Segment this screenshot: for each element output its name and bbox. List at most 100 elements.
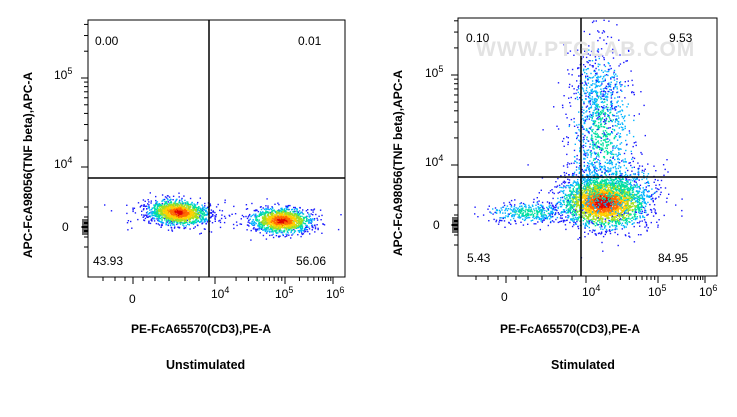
event-dot: [576, 49, 579, 51]
event-dot: [582, 126, 584, 128]
event-dot: [276, 221, 278, 223]
event-dot: [520, 208, 522, 210]
event-dot: [611, 93, 614, 96]
event-dot: [278, 221, 280, 224]
event-dot: [247, 221, 249, 223]
event-dot: [153, 220, 156, 222]
event-dot: [597, 104, 599, 106]
event-dot: [601, 32, 604, 34]
event-dot: [192, 217, 194, 219]
event-dot: [564, 220, 566, 222]
event-dot: [261, 225, 264, 228]
event-dot: [245, 208, 248, 210]
event-dot: [607, 138, 609, 140]
event-dot: [596, 85, 598, 88]
event-dot: [194, 226, 196, 228]
event-dot: [273, 225, 275, 227]
event-dot: [190, 211, 193, 214]
event-dot: [592, 140, 594, 142]
event-dot: [127, 220, 130, 222]
event-dot: [306, 217, 308, 220]
event-dot: [582, 139, 584, 141]
event-dot: [514, 219, 516, 222]
event-dot: [279, 228, 281, 230]
event-dot: [164, 219, 166, 221]
event-dot: [600, 48, 603, 50]
event-dot: [168, 204, 170, 206]
x-tick-label-10e6: 106: [326, 285, 345, 302]
event-dot: [575, 166, 578, 168]
event-dot: [293, 208, 296, 211]
event-dot: [492, 213, 494, 215]
event-dot: [174, 219, 176, 222]
event-dot: [192, 206, 194, 209]
event-dot: [618, 117, 620, 119]
event-dot: [618, 136, 621, 139]
event-dot: [170, 205, 173, 208]
event-dot: [599, 113, 602, 116]
event-dot: [270, 226, 273, 229]
event-dot: [165, 216, 167, 218]
event-dot: [276, 226, 278, 228]
event-dot: [548, 206, 551, 209]
event-dot: [295, 225, 298, 227]
event-dot: [593, 90, 596, 92]
event-dot: [321, 232, 323, 234]
event-dot: [602, 250, 604, 252]
event-dot: [293, 219, 296, 222]
event-dot: [584, 50, 586, 52]
event-dot: [189, 212, 191, 215]
event-dot: [174, 210, 176, 212]
event-dot: [553, 221, 555, 223]
event-dot: [264, 214, 267, 216]
event-dot: [172, 213, 175, 215]
event-dot: [585, 129, 587, 132]
event-dot: [610, 101, 612, 103]
event-dot: [584, 145, 587, 147]
event-dot: [275, 219, 278, 221]
event-dot: [309, 215, 311, 217]
event-dot: [191, 222, 193, 224]
event-dot: [597, 113, 600, 115]
event-dot: [591, 114, 593, 116]
event-dot: [246, 229, 248, 231]
event-dot: [624, 115, 626, 117]
event-dot: [626, 60, 628, 62]
event-dot: [290, 231, 292, 234]
event-dot: [607, 133, 609, 135]
event-dot: [511, 214, 513, 217]
event-dot: [191, 209, 193, 211]
event-dot: [287, 206, 289, 208]
event-dot: [532, 205, 534, 207]
event-dot: [606, 133, 608, 136]
event-dot: [597, 140, 599, 142]
event-dot: [181, 201, 183, 203]
event-dot: [638, 113, 640, 115]
event-dot: [176, 215, 178, 218]
event-dot: [576, 136, 578, 138]
event-dot: [301, 215, 303, 218]
event-dot: [531, 210, 533, 212]
event-dot: [619, 81, 622, 83]
event-dot: [612, 145, 614, 148]
event-dot: [606, 141, 608, 143]
event-dot: [260, 227, 263, 229]
event-dot: [567, 141, 569, 143]
event-dot: [259, 214, 261, 216]
event-dot: [593, 132, 595, 134]
event-dot: [616, 24, 618, 26]
event-dot: [588, 93, 590, 95]
event-dot: [255, 229, 257, 231]
event-dot: [313, 219, 315, 221]
event-dot: [590, 128, 592, 130]
event-dot: [557, 192, 559, 194]
event-dot: [199, 217, 201, 219]
event-dot: [638, 179, 640, 181]
event-dot: [223, 221, 226, 224]
event-dot: [603, 139, 606, 141]
event-dot: [616, 133, 618, 135]
event-dot: [617, 132, 619, 134]
event-dot: [281, 209, 283, 211]
event-dot: [171, 221, 174, 224]
event-dot: [603, 134, 605, 136]
